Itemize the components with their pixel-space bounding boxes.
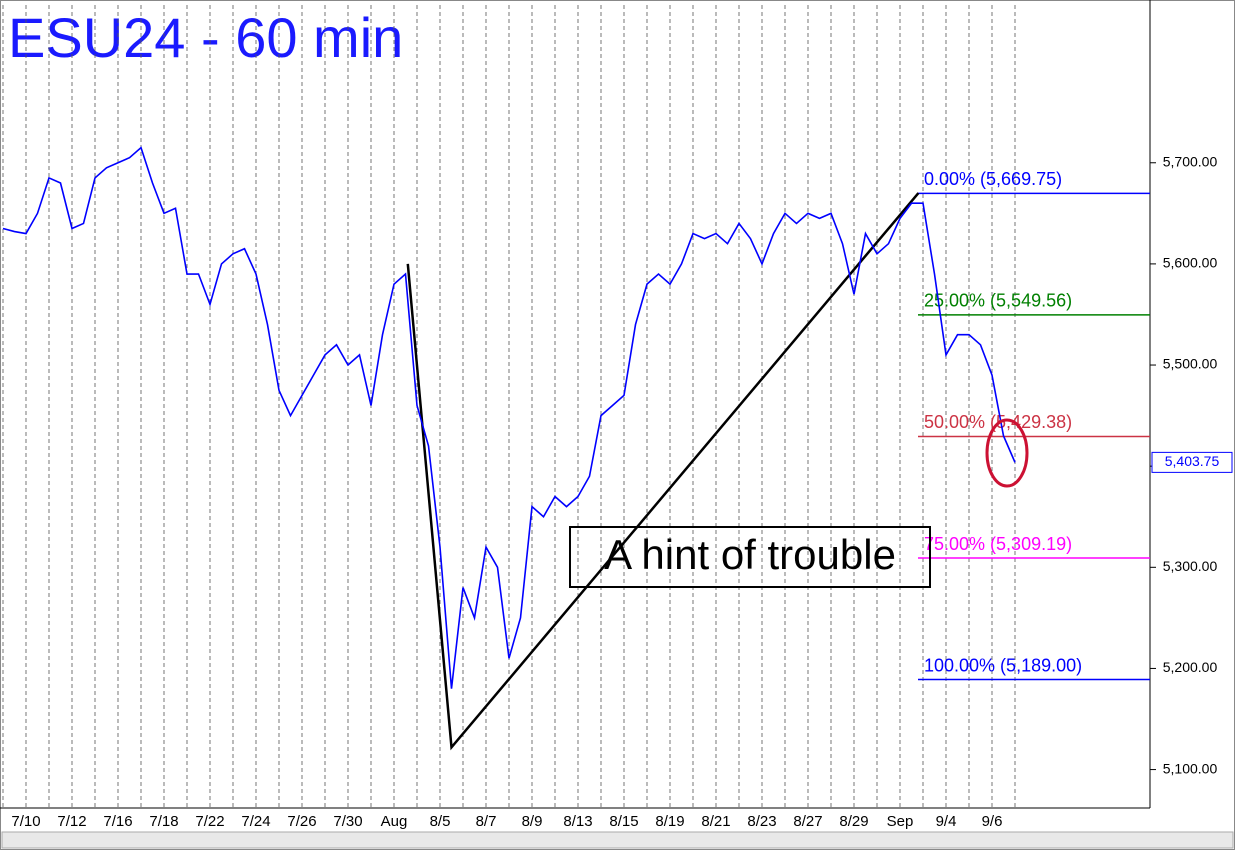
x-tick-label: 8/5 <box>430 813 451 830</box>
x-tick-label: 8/23 <box>747 813 776 830</box>
last-price-label: 5,403.75 <box>1165 453 1220 469</box>
x-tick-label: 7/30 <box>333 813 362 830</box>
price-line <box>2 146 1016 689</box>
x-tick-label: 8/13 <box>563 813 592 830</box>
y-tick-label: 5,200.00 <box>1163 659 1218 675</box>
y-tick-label: 5,600.00 <box>1163 255 1218 271</box>
highlight-circle <box>985 418 1029 488</box>
level-label: 75.00% (5,309.19) <box>924 534 1072 554</box>
level-label: 0.00% (5,669.75) <box>924 169 1062 189</box>
x-tick-label: 7/26 <box>287 813 316 830</box>
x-tick-label: 8/15 <box>609 813 638 830</box>
x-tick-label: 7/22 <box>195 813 224 830</box>
x-tick-label: 7/24 <box>241 813 270 830</box>
chart-title: ESU24 - 60 min <box>8 6 403 69</box>
y-tick-label: 5,100.00 <box>1163 760 1218 776</box>
x-tick-label: 7/18 <box>149 813 178 830</box>
x-tick-label: 7/16 <box>103 813 132 830</box>
x-tick-label: 8/29 <box>839 813 868 830</box>
y-tick-label: 5,300.00 <box>1163 558 1218 574</box>
level-label: 25.00% (5,549.56) <box>924 291 1072 311</box>
x-tick-label: 8/9 <box>522 813 543 830</box>
x-tick-label: Sep <box>887 813 914 830</box>
x-tick-label: 8/21 <box>701 813 730 830</box>
x-tick-label: 7/10 <box>11 813 40 830</box>
y-tick-label: 5,700.00 <box>1163 153 1218 169</box>
x-tick-label: 9/4 <box>936 813 957 830</box>
x-tick-label: 8/19 <box>655 813 684 830</box>
x-tick-label: 8/7 <box>476 813 497 830</box>
level-label: 100.00% (5,189.00) <box>924 655 1082 675</box>
x-tick-label: 7/12 <box>57 813 86 830</box>
x-tick-label: 9/6 <box>982 813 1003 830</box>
last-price-box <box>1151 451 1233 473</box>
scrollbar[interactable] <box>1 831 1234 849</box>
x-tick-label: Aug <box>381 813 408 830</box>
y-tick-label: 5,500.00 <box>1163 356 1218 372</box>
annotation: A hint of trouble <box>604 531 896 578</box>
annotation-box <box>569 526 931 588</box>
x-tick-label: 8/27 <box>793 813 822 830</box>
